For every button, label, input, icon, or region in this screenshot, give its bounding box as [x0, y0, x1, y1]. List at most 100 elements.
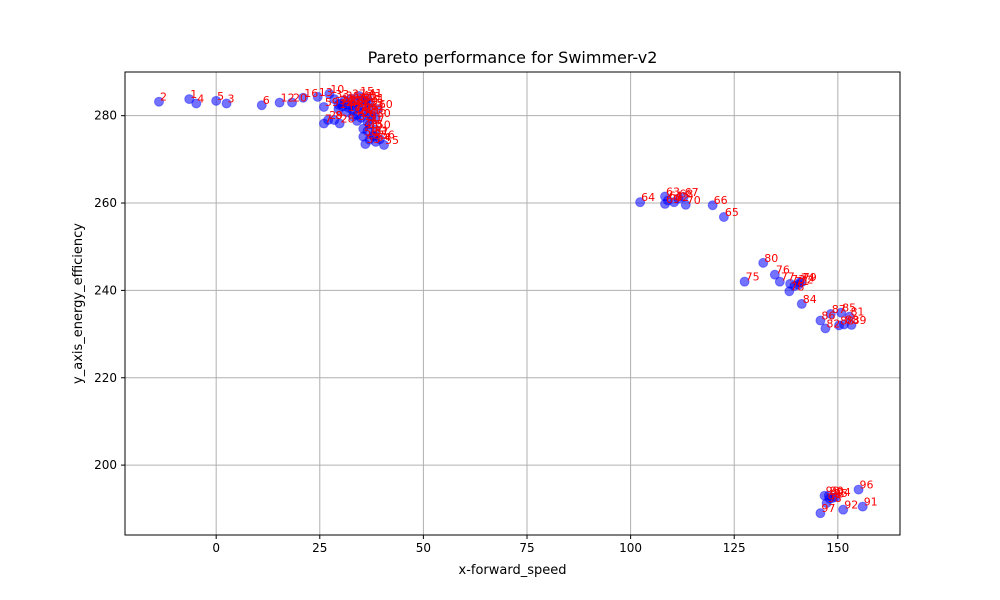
data-point	[635, 197, 646, 208]
y-axis-ticks: 200 220 240 260 280	[94, 109, 125, 472]
data-point-label: 93	[831, 488, 845, 501]
data-point-label: 81	[850, 306, 864, 319]
data-point-label: 92	[844, 499, 858, 512]
data-point	[820, 323, 831, 334]
data-point-label: 76	[776, 264, 790, 277]
data-point	[318, 101, 329, 112]
data-point-label: 25	[370, 97, 384, 110]
data-point	[769, 269, 780, 280]
data-point-label: 10	[330, 83, 344, 96]
data-point-label: 49	[368, 120, 382, 133]
data-point	[298, 92, 309, 103]
data-point-label: 29	[329, 109, 343, 122]
data-point-label: 70	[687, 194, 701, 207]
data-point-label: 77	[781, 271, 795, 284]
data-point-label: 90	[830, 485, 844, 498]
data-point-label: 42	[360, 98, 374, 111]
data-point-label: 99	[826, 485, 840, 498]
x-tick-label: 75	[519, 541, 534, 555]
data-point-label: 22	[349, 94, 363, 107]
data-point	[211, 95, 222, 106]
data-point-label: 60	[379, 98, 393, 111]
data-point-label: 50	[377, 119, 391, 132]
data-point	[347, 111, 358, 122]
x-tick-label: 50	[416, 541, 431, 555]
y-tick-label: 240	[94, 283, 117, 297]
data-point-label: 26	[362, 107, 376, 120]
data-point	[846, 319, 857, 330]
data-point-label: 65	[725, 206, 739, 219]
plot-frame	[124, 71, 901, 536]
data-point-label: 74	[801, 272, 815, 285]
data-point-label: 12	[281, 92, 295, 105]
data-point-label: 5	[217, 90, 224, 103]
data-point-label: 11	[342, 92, 356, 105]
data-point-label: 8	[335, 109, 342, 122]
data-point-label: 82	[826, 317, 840, 330]
data-point	[739, 276, 750, 287]
data-point-label: 91	[864, 496, 878, 509]
data-point	[707, 200, 718, 211]
data-point	[221, 98, 232, 109]
data-point-label: 97	[821, 502, 835, 515]
data-point	[312, 91, 323, 102]
y-tick-label: 280	[94, 109, 117, 123]
data-point-label: 85	[842, 302, 856, 315]
data-point-label: 80	[764, 252, 778, 265]
x-tick-label: 125	[723, 541, 746, 555]
data-point-label: 33	[335, 88, 349, 101]
data-point	[334, 118, 345, 129]
data-point-label: 53	[366, 133, 380, 146]
data-point	[343, 102, 354, 113]
data-point-label: 79	[803, 271, 817, 284]
data-point	[372, 104, 383, 115]
data-point-label: 32	[358, 110, 372, 123]
data-point-label: 52	[371, 129, 385, 142]
data-point-label: 6	[263, 94, 270, 107]
data-point	[660, 198, 671, 209]
data-point-label: 69	[666, 193, 680, 206]
data-point-label: 57	[375, 126, 389, 139]
data-point-label: 37	[352, 88, 366, 101]
data-point	[184, 94, 195, 105]
data-point-label: 94	[837, 486, 851, 499]
data-points	[153, 88, 868, 519]
data-point-label: 3	[228, 92, 235, 105]
data-point	[287, 97, 298, 108]
data-point	[358, 107, 369, 118]
data-point-label: 68	[679, 188, 693, 201]
x-axis-label: x-forward_speed	[459, 563, 567, 578]
data-point-label: 83	[845, 313, 859, 326]
data-point	[758, 257, 769, 268]
data-point	[815, 315, 826, 326]
data-point-label: 48	[364, 118, 378, 131]
data-point-label: 23	[354, 99, 368, 112]
data-point	[825, 308, 836, 319]
data-point	[815, 508, 826, 519]
data-point	[857, 501, 868, 512]
data-point-label: 84	[803, 293, 817, 306]
data-point	[358, 131, 369, 142]
data-point-label: 46	[354, 106, 368, 119]
data-point-label: 28	[341, 113, 355, 126]
data-point	[834, 320, 845, 331]
x-tick-label: 100	[619, 541, 642, 555]
data-point-label: 34	[339, 94, 353, 107]
data-point	[718, 212, 729, 223]
data-point	[362, 93, 373, 104]
data-point-label: 64	[641, 191, 655, 204]
data-point-label: 2	[160, 91, 167, 104]
data-point-label: 19	[364, 95, 378, 108]
data-point-label: 86	[821, 310, 835, 323]
data-point-label: 67	[685, 186, 699, 199]
data-point	[153, 96, 164, 107]
y-tick-label: 260	[94, 196, 117, 210]
data-point	[819, 490, 830, 501]
data-point-label: 40	[362, 89, 376, 102]
data-point	[784, 286, 795, 297]
data-point-label: 13	[319, 86, 333, 99]
data-point-label: 71	[795, 275, 809, 288]
x-tick-label: 150	[826, 541, 849, 555]
